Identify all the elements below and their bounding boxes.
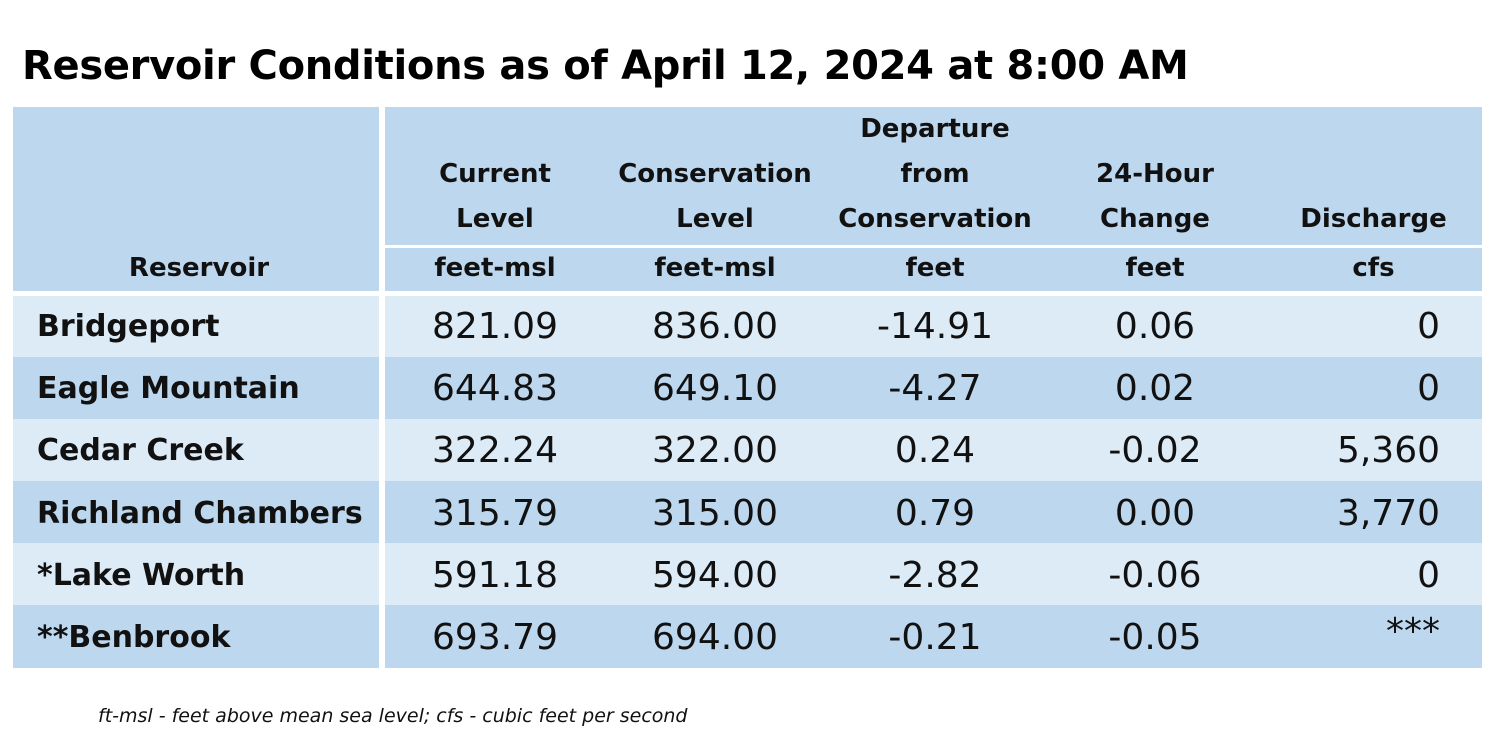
current-level-value: 821.09	[432, 306, 558, 347]
unit-departure: feet	[905, 253, 965, 283]
table-row	[13, 357, 379, 419]
unit-current: feet-msl	[434, 253, 556, 283]
current-level-value: 644.83	[432, 368, 558, 409]
current-level-value: 591.18	[432, 555, 558, 596]
conservation-level-value: 322.00	[652, 430, 778, 471]
unit-discharge: cfs	[1352, 253, 1395, 283]
current-level-value: 322.24	[432, 430, 558, 471]
header-departure-line2: from	[900, 159, 970, 189]
table-row	[13, 296, 379, 357]
conservation-level-value: 594.00	[652, 555, 778, 596]
header-change-line1: 24-Hour	[1096, 159, 1214, 189]
table-row-values	[385, 357, 1482, 419]
conservation-level-value: 315.00	[652, 493, 778, 534]
table-row	[13, 419, 379, 481]
discharge-value: 0	[1417, 555, 1440, 596]
table-row-values	[385, 481, 1482, 543]
footnote: ft-msl - feet above mean sea level; cfs …	[98, 705, 688, 727]
discharge-value: ***	[1386, 611, 1440, 652]
change-value: 0.00	[1114, 493, 1196, 534]
departure-value: -14.91	[876, 306, 994, 347]
departure-value: -2.82	[888, 555, 982, 596]
departure-value: -0.21	[888, 617, 982, 658]
header-reservoir-cell	[13, 107, 379, 291]
table-row	[13, 605, 379, 668]
header-conservation-line2: Level	[676, 204, 754, 234]
header-conservation-line1: Conservation	[618, 159, 812, 189]
header-discharge: Discharge	[1300, 204, 1447, 234]
discharge-value: 0	[1417, 368, 1440, 409]
header-departure-line1: Departure	[860, 114, 1010, 144]
departure-value: 0.79	[894, 493, 976, 534]
table-row-values	[385, 605, 1482, 668]
page-title: Reservoir Conditions as of April 12, 202…	[22, 43, 1189, 89]
header-current-line2: Level	[456, 204, 534, 234]
header-columns-cell	[385, 107, 1482, 245]
conservation-level-value: 836.00	[652, 306, 778, 347]
table-row-values	[385, 419, 1482, 481]
change-value: 0.02	[1114, 368, 1196, 409]
table-row-values	[385, 543, 1482, 605]
table-row-values	[385, 296, 1482, 357]
current-level-value: 315.79	[432, 493, 558, 534]
header-reservoir: Reservoir	[128, 253, 270, 283]
reservoir-name: Richland Chambers	[37, 496, 363, 531]
reservoir-name: **Benbrook	[37, 620, 231, 655]
reservoir-name: Bridgeport	[37, 309, 220, 344]
reservoir-name: *Lake Worth	[37, 558, 246, 593]
departure-value: 0.24	[894, 430, 976, 471]
change-value: -0.06	[1108, 555, 1202, 596]
conservation-level-value: 649.10	[652, 368, 778, 409]
reservoir-table: Reservoir Current Level Conservation Lev…	[13, 107, 1482, 668]
conservation-level-value: 694.00	[652, 617, 778, 658]
header-units-cell	[385, 248, 1482, 291]
departure-value: -4.27	[888, 368, 982, 409]
header-change-line2: Change	[1100, 204, 1210, 234]
change-value: -0.02	[1108, 430, 1202, 471]
unit-change: feet	[1125, 253, 1185, 283]
current-level-value: 693.79	[432, 617, 558, 658]
reservoir-name: Eagle Mountain	[37, 371, 300, 406]
change-value: -0.05	[1108, 617, 1202, 658]
discharge-value: 0	[1417, 306, 1440, 347]
header-current-line1: Current	[439, 159, 551, 189]
change-value: 0.06	[1114, 306, 1196, 347]
discharge-value: 3,770	[1336, 493, 1440, 534]
table-row	[13, 543, 379, 605]
discharge-value: 5,360	[1336, 430, 1440, 471]
header-departure-line3: Conservation	[838, 204, 1032, 234]
reservoir-name: Cedar Creek	[37, 433, 244, 468]
unit-conservation: feet-msl	[654, 253, 776, 283]
table-row	[13, 481, 379, 543]
